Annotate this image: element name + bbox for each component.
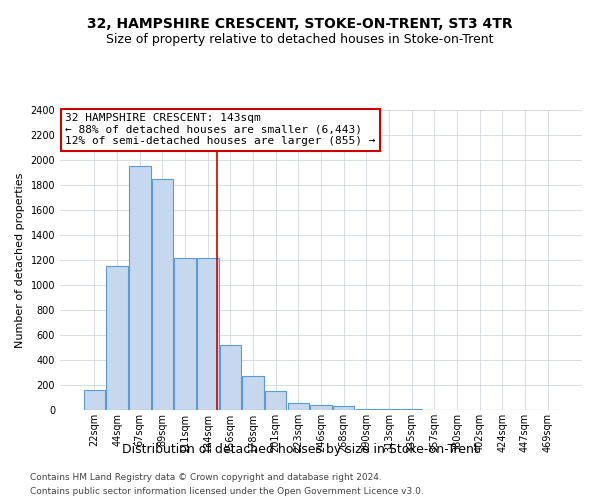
Bar <box>152 179 173 410</box>
Text: Contains HM Land Registry data © Crown copyright and database right 2024.: Contains HM Land Registry data © Crown c… <box>30 472 382 482</box>
Bar <box>242 376 264 410</box>
Bar <box>287 402 309 410</box>
Bar <box>129 166 151 410</box>
Bar <box>333 406 355 410</box>
Bar <box>106 266 128 410</box>
Bar <box>175 258 196 410</box>
Text: Contains public sector information licensed under the Open Government Licence v3: Contains public sector information licen… <box>30 488 424 496</box>
Bar <box>220 345 241 410</box>
Bar <box>378 409 400 410</box>
Y-axis label: Number of detached properties: Number of detached properties <box>15 172 25 348</box>
Bar <box>310 405 332 410</box>
Bar <box>265 391 286 410</box>
Bar <box>84 390 105 410</box>
Text: 32, HAMPSHIRE CRESCENT, STOKE-ON-TRENT, ST3 4TR: 32, HAMPSHIRE CRESCENT, STOKE-ON-TRENT, … <box>87 18 513 32</box>
Text: 32 HAMPSHIRE CRESCENT: 143sqm
← 88% of detached houses are smaller (6,443)
12% o: 32 HAMPSHIRE CRESCENT: 143sqm ← 88% of d… <box>65 113 376 146</box>
Bar <box>356 409 377 410</box>
Bar <box>197 258 218 410</box>
Text: Distribution of detached houses by size in Stoke-on-Trent: Distribution of detached houses by size … <box>122 442 478 456</box>
Text: Size of property relative to detached houses in Stoke-on-Trent: Size of property relative to detached ho… <box>106 32 494 46</box>
